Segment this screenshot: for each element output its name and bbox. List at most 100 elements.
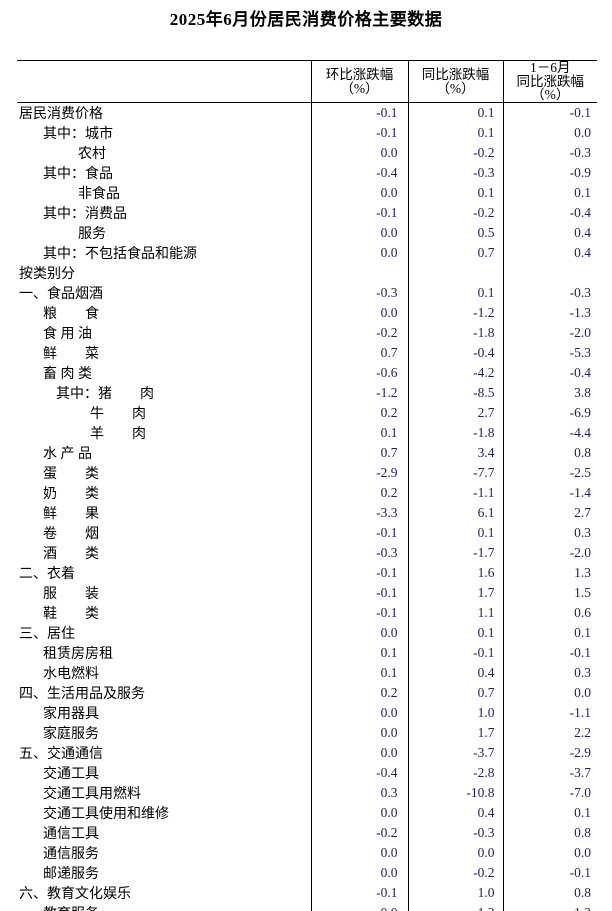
cell-yoy: -0.2	[407, 143, 503, 163]
row-label: 蛋 类	[43, 467, 99, 482]
cell-mom: 0.0	[310, 223, 408, 243]
table-row: 畜 肉 类 -0.6 -4.2 -0.4	[17, 363, 597, 383]
row-label: 五、交通通信	[19, 747, 103, 762]
cell-mom: 0.0	[310, 183, 408, 203]
cell-mom: -3.3	[310, 503, 408, 523]
row-label: 奶 类	[43, 487, 99, 502]
cell-mom: -2.9	[310, 463, 408, 483]
cell-ytd-yoy: 2.7	[502, 503, 597, 523]
table-row: 居民消费价格 -0.1 0.1 -0.1	[17, 102, 597, 123]
cell-ytd-yoy: -6.9	[502, 403, 597, 423]
cell-yoy: 0.4	[407, 663, 503, 683]
cell-ytd-yoy: -1.3	[502, 303, 597, 323]
cell-yoy: -10.8	[407, 783, 503, 803]
row-label: 农村	[78, 147, 106, 162]
table-row: 交通工具使用和维修 0.0 0.4 0.1	[17, 803, 597, 823]
cell-yoy: 0.1	[407, 183, 503, 203]
row-label: 非食品	[78, 187, 120, 202]
cell-ytd-yoy: 0.8	[502, 823, 597, 843]
cell-yoy: 1.7	[407, 723, 503, 743]
cell-ytd-yoy: 0.6	[502, 603, 597, 623]
cpi-data-table: 环比涨跌幅 （%） 同比涨跌幅 （%） 1－6月 同比涨跌幅 （%） 居民消费价格 -0.1 0…	[17, 60, 597, 911]
value-column-header-1: 环比涨跌幅 （%）	[310, 60, 408, 103]
cell-mom: 0.0	[310, 903, 408, 911]
table-row: 水 产 品 0.7 3.4 0.8	[17, 443, 597, 463]
table-row: 家庭服务 0.0 1.7 2.2	[17, 723, 597, 743]
cell-ytd-yoy: -0.4	[502, 203, 597, 223]
row-label: 一、食品烟酒	[19, 287, 103, 302]
cell-yoy: -1.8	[407, 323, 503, 343]
cell-ytd-yoy: -4.4	[502, 423, 597, 443]
row-label: 鞋 类	[43, 607, 99, 622]
cell-ytd-yoy: 0.8	[502, 443, 597, 463]
table-row: 粮 食 0.0 -1.2 -1.3	[17, 303, 597, 323]
page-title: 2025年6月份居民消费价格主要数据	[169, 10, 443, 29]
cell-mom: -0.2	[310, 323, 408, 343]
table-row: 其中：食品 -0.4 -0.3 -0.9	[17, 163, 597, 183]
table-row: 鞋 类 -0.1 1.1 0.6	[17, 603, 597, 623]
cell-mom: 0.1	[310, 643, 408, 663]
cell-ytd-yoy	[502, 263, 597, 283]
row-label: 其中：猪 肉	[56, 387, 154, 402]
cell-yoy: -4.2	[407, 363, 503, 383]
table-row: 其中：猪 肉 -1.2 -8.5 3.8	[17, 383, 597, 403]
table-row: 通信服务 0.0 0.0 0.0	[17, 843, 597, 863]
table-row: 交通工具 -0.4 -2.8 -3.7	[17, 763, 597, 783]
cell-ytd-yoy: -0.1	[502, 643, 597, 663]
cell-yoy: 0.1	[407, 623, 503, 643]
table-row: 交通工具用燃料 0.3 -10.8 -7.0	[17, 783, 597, 803]
table-row: 邮递服务 0.0 -0.2 -0.1	[17, 863, 597, 883]
cell-yoy: -0.3	[407, 823, 503, 843]
cell-mom: -0.1	[310, 203, 408, 223]
table-row: 服 装 -0.1 1.7 1.5	[17, 583, 597, 603]
table-row: 牛 肉 0.2 2.7 -6.9	[17, 403, 597, 423]
cell-ytd-yoy: 0.3	[502, 663, 597, 683]
cell-ytd-yoy: -0.1	[502, 863, 597, 883]
cell-yoy: -8.5	[407, 383, 503, 403]
row-label: 食 用 油	[43, 327, 92, 342]
cell-yoy: 0.1	[407, 523, 503, 543]
cell-mom: -0.3	[310, 283, 408, 303]
table-body: 居民消费价格 -0.1 0.1 -0.1 其中：城市 -0.1 0.1 0.0 农村 0.0 -0.…	[17, 102, 597, 911]
cell-ytd-yoy: -2.9	[502, 743, 597, 763]
table-row: 奶 类 0.2 -1.1 -1.4	[17, 483, 597, 503]
cell-yoy: 0.5	[407, 223, 503, 243]
cell-ytd-yoy: 0.1	[502, 183, 597, 203]
cell-yoy: -3.7	[407, 743, 503, 763]
table-row: 非食品 0.0 0.1 0.1	[17, 183, 597, 203]
cell-yoy: 0.7	[407, 683, 503, 703]
cell-mom: 0.2	[310, 403, 408, 423]
row-label: 邮递服务	[43, 867, 99, 882]
cell-yoy: -1.7	[407, 543, 503, 563]
table-row: 通信工具 -0.2 -0.3 0.8	[17, 823, 597, 843]
row-label: 家用器具	[43, 707, 99, 722]
cell-yoy: 0.1	[407, 283, 503, 303]
cell-mom: 0.7	[310, 443, 408, 463]
row-label: 三、居住	[19, 627, 75, 642]
cell-mom: 0.0	[310, 843, 408, 863]
row-label: 其中：食品	[43, 167, 113, 182]
cell-ytd-yoy: 1.5	[502, 583, 597, 603]
row-label: 其中：不包括食品和能源	[43, 247, 197, 262]
cell-ytd-yoy: -1.4	[502, 483, 597, 503]
table-row: 教育服务0.01.21.2	[17, 903, 597, 911]
row-label: 交通工具用燃料	[43, 787, 141, 802]
table-row: 鲜 菜 0.7 -0.4 -5.3	[17, 343, 597, 363]
cell-ytd-yoy: -7.0	[502, 783, 597, 803]
cell-mom: -0.1	[310, 523, 408, 543]
cell-mom: -0.2	[310, 823, 408, 843]
table-row: 蛋 类 -2.9 -7.7 -2.5	[17, 463, 597, 483]
cell-mom: -0.6	[310, 363, 408, 383]
table-row: 农村 0.0 -0.2 -0.3	[17, 143, 597, 163]
cell-mom: -1.2	[310, 383, 408, 403]
table-row: 卷 烟 -0.1 0.1 0.3	[17, 523, 597, 543]
cell-yoy: -0.3	[407, 163, 503, 183]
table-row: 一、食品烟酒 -0.3 0.1 -0.3	[17, 283, 597, 303]
cell-yoy: 0.1	[407, 102, 503, 123]
cell-mom: -0.1	[310, 123, 408, 143]
cell-ytd-yoy: -1.1	[502, 703, 597, 723]
cell-mom: -0.4	[310, 163, 408, 183]
cell-mom: 0.2	[310, 483, 408, 503]
row-label: 交通工具使用和维修	[43, 807, 169, 822]
